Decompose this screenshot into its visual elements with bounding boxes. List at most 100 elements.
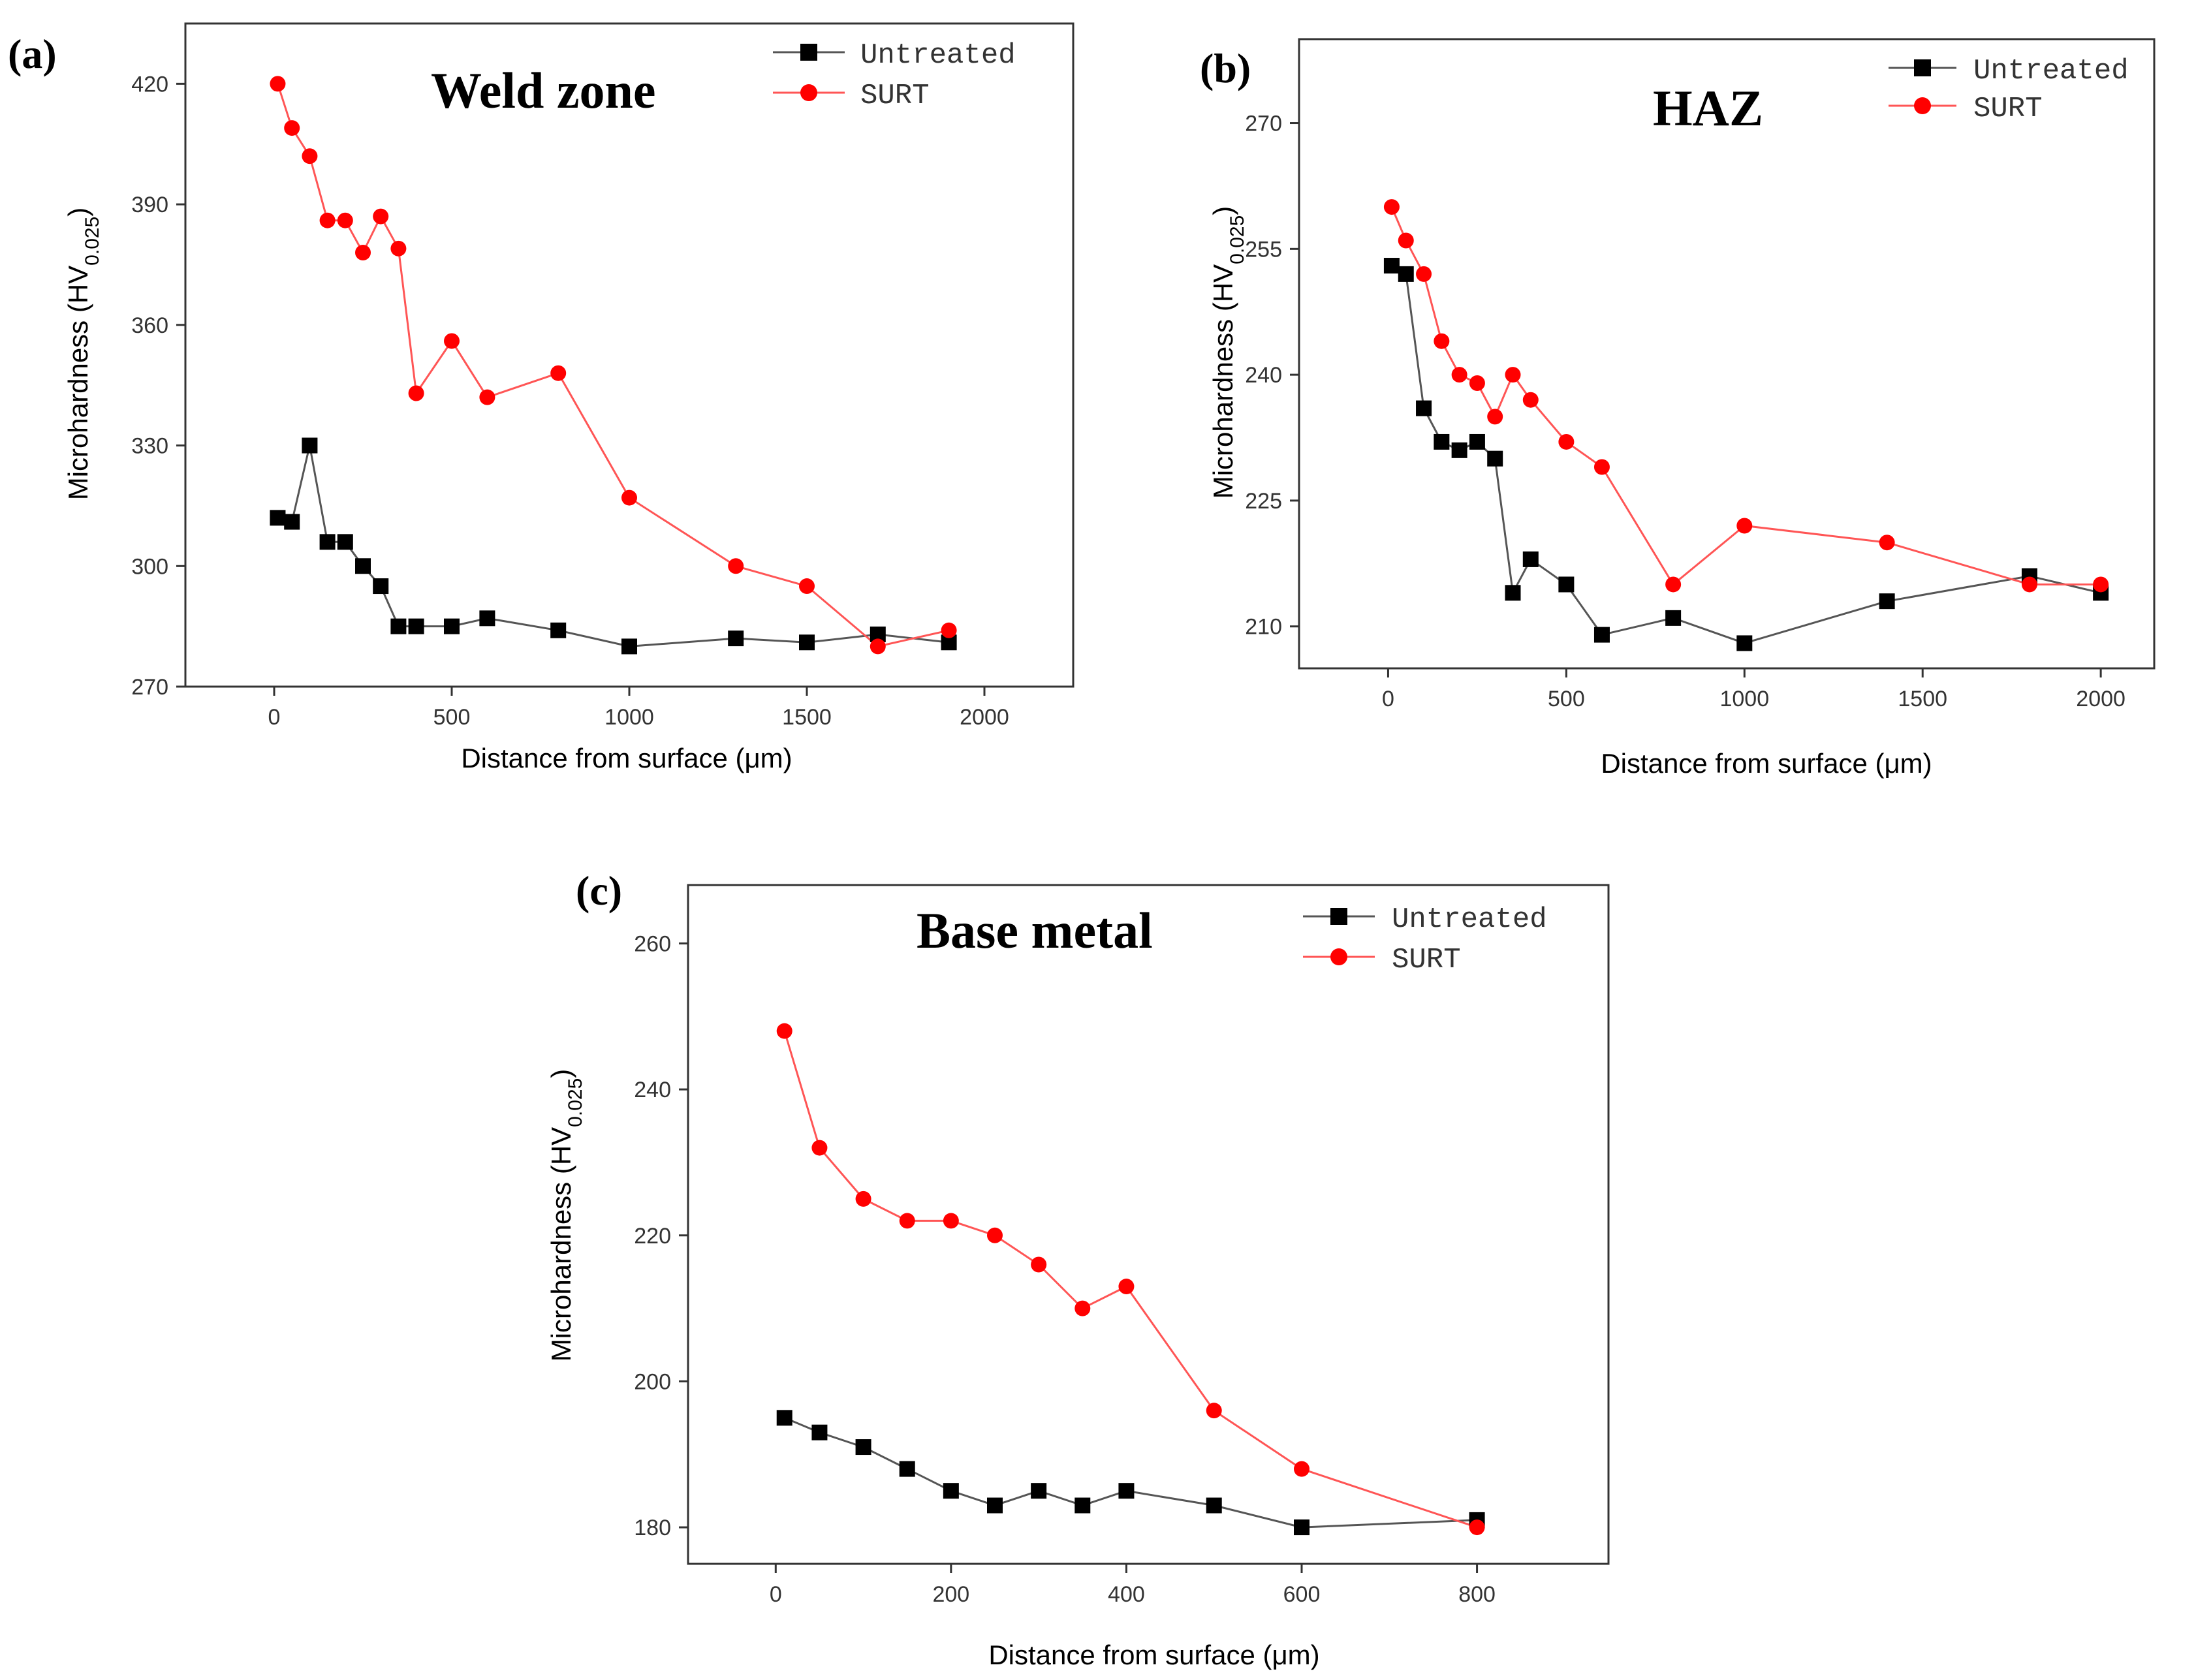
point-surt-b-8	[1522, 392, 1539, 408]
legend-marker-untreated-b	[1914, 59, 1931, 76]
point-surt-a-6	[373, 208, 389, 225]
y-axis-label-a: Microhardness (HV0.025)	[63, 208, 103, 501]
point-surt-a-1	[284, 120, 300, 136]
point-untreated-b-7	[1505, 585, 1521, 601]
point-surt-b-9	[1558, 433, 1575, 450]
y-tick-label-b-4: 270	[1245, 112, 1282, 136]
point-surt-b-6	[1487, 409, 1503, 425]
y-tick-label-a-3: 360	[131, 313, 168, 338]
panel-a-weld-zone: (a) Weld zone Distance from surface (μm)…	[8, 22, 1074, 773]
point-surt-a-15	[870, 638, 886, 655]
point-surt-c-7	[1074, 1300, 1091, 1316]
point-untreated-a-11	[550, 622, 567, 638]
x-tick-label-a-0: 0	[268, 705, 281, 730]
point-untreated-c-6	[1031, 1483, 1047, 1499]
point-untreated-c-9	[1206, 1497, 1222, 1514]
point-surt-b-13	[1879, 535, 1895, 551]
chart-title-b: HAZ	[1653, 80, 1763, 136]
point-untreated-a-1	[284, 514, 300, 530]
point-surt-a-13	[728, 558, 744, 574]
y-axis-label-b: Microhardness (HV0.025)	[1208, 206, 1248, 499]
point-untreated-b-13	[1879, 593, 1895, 610]
point-untreated-c-1	[811, 1424, 828, 1440]
x-tick-label-a-3: 1500	[782, 705, 832, 730]
point-surt-c-4	[943, 1213, 959, 1229]
point-surt-c-1	[811, 1140, 828, 1156]
legend-label-surt-b: SURT	[1973, 93, 2043, 125]
point-surt-b-4	[1451, 367, 1467, 383]
x-tick-label-c-2: 400	[1108, 1582, 1145, 1607]
point-surt-a-5	[355, 244, 371, 260]
point-surt-c-10	[1294, 1461, 1310, 1477]
legend-marker-surt-c	[1330, 948, 1347, 965]
y-tick-label-a-1: 300	[131, 554, 168, 579]
point-untreated-b-0	[1383, 258, 1400, 274]
point-untreated-a-14	[799, 634, 815, 651]
x-tick-label-c-3: 600	[1283, 1582, 1321, 1607]
point-surt-a-11	[550, 365, 567, 381]
point-surt-b-2	[1416, 266, 1432, 282]
series-markers-b	[1383, 199, 2109, 651]
x-tick-label-c-1: 200	[932, 1582, 969, 1607]
y-tick-label-c-1: 200	[634, 1369, 671, 1394]
y-tick-label-b-0: 210	[1245, 615, 1282, 640]
x-tick-label-b-1: 500	[1548, 687, 1585, 711]
series-lines-b	[1390, 206, 2101, 644]
point-untreated-b-4	[1451, 442, 1467, 458]
x-tick-label-b-3: 1500	[1898, 687, 1947, 711]
x-axis-label-b: Distance from surface (μm)	[1601, 748, 1932, 779]
point-surt-a-9	[444, 333, 460, 349]
point-surt-a-12	[621, 490, 637, 506]
point-surt-b-10	[1593, 459, 1610, 475]
x-tick-label-a-2: 1000	[604, 705, 654, 730]
series-line-surt-b	[1390, 206, 2101, 586]
y-tick-label-a-4: 390	[131, 193, 168, 217]
point-untreated-b-2	[1416, 400, 1432, 416]
point-surt-b-0	[1383, 199, 1400, 215]
legend-a: Untreated SURT	[773, 39, 1016, 112]
point-untreated-a-5	[355, 558, 371, 574]
point-untreated-a-8	[408, 618, 424, 634]
series-line-untreated-c	[784, 1416, 1477, 1529]
point-untreated-b-12	[1736, 635, 1753, 651]
point-surt-b-15	[2093, 576, 2109, 593]
point-untreated-a-0	[270, 510, 286, 526]
point-untreated-b-5	[1469, 433, 1485, 450]
legend-label-untreated-c: Untreated	[1392, 903, 1547, 936]
point-untreated-b-3	[1434, 433, 1450, 450]
axis-ticks-a: 0 500 1000 1500 2000 270 300 330 360 390 420	[131, 72, 1009, 730]
point-surt-c-9	[1206, 1403, 1222, 1419]
series-line-surt-c	[783, 1031, 1478, 1529]
y-tick-label-a-2: 330	[131, 434, 168, 459]
series-line-untreated-b	[1391, 264, 2101, 644]
chart-title-a: Weld zone	[431, 62, 656, 119]
point-untreated-c-10	[1294, 1519, 1310, 1536]
x-tick-label-a-4: 2000	[960, 705, 1009, 730]
legend-label-surt-c: SURT	[1392, 944, 1461, 976]
x-axis-label-c: Distance from surface (μm)	[988, 1640, 1319, 1670]
point-surt-a-3	[319, 212, 336, 228]
y-tick-label-b-1: 225	[1245, 489, 1282, 514]
x-tick-label-c-0: 0	[770, 1582, 782, 1607]
series-markers-c	[776, 1023, 1485, 1536]
panel-c-base-metal: (c) Base metal Distance from surface (μm…	[546, 867, 1610, 1670]
point-surt-a-7	[390, 240, 407, 257]
point-untreated-c-0	[776, 1410, 792, 1426]
legend-label-untreated-b: Untreated	[1973, 55, 2129, 87]
point-surt-a-4	[337, 212, 353, 228]
axis-ticks-b: 0 500 1000 1500 2000 210 225 240 255 270	[1245, 112, 2125, 711]
y-tick-label-a-5: 420	[131, 72, 168, 97]
series-lines-c	[783, 1031, 1478, 1529]
plot-frame-c	[687, 884, 1610, 1565]
point-surt-c-0	[776, 1023, 792, 1039]
plot-frame-a	[184, 22, 1074, 688]
point-surt-a-8	[408, 385, 424, 401]
point-untreated-b-8	[1522, 551, 1539, 567]
x-axis-label-a: Distance from surface (μm)	[461, 743, 792, 773]
point-untreated-b-11	[1665, 610, 1682, 626]
legend-marker-untreated-c	[1330, 908, 1347, 925]
point-surt-c-8	[1118, 1279, 1135, 1295]
series-markers-a	[270, 76, 957, 655]
chart-title-c: Base metal	[917, 902, 1153, 959]
plot-frame-b	[1298, 38, 2156, 670]
